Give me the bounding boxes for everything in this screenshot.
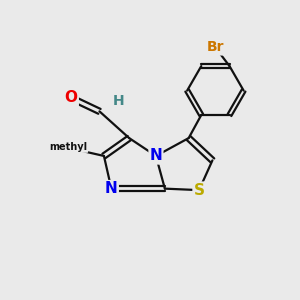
Text: O: O (65, 91, 78, 106)
Text: N: N (105, 181, 118, 196)
Text: methyl: methyl (49, 142, 87, 152)
Text: N: N (150, 148, 162, 164)
Text: Br: Br (207, 40, 224, 55)
Text: S: S (194, 183, 205, 198)
Text: H: H (113, 94, 124, 108)
